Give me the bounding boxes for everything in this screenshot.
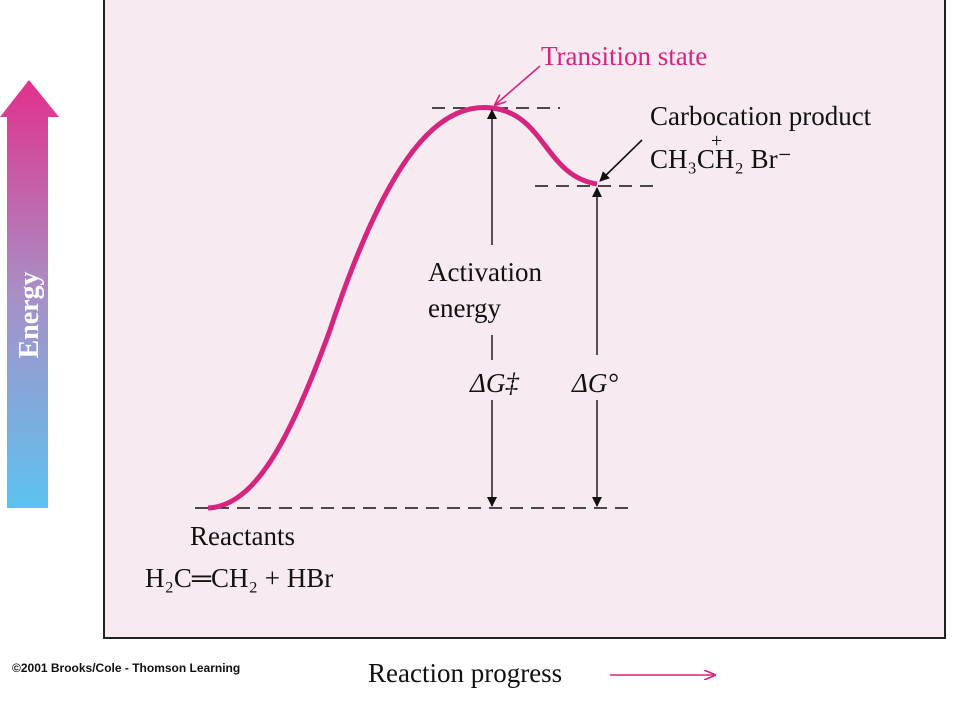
y-axis-label: Energy <box>14 271 45 358</box>
peak-label: Transition state <box>541 41 707 71</box>
reactants-formula: H₂C═CH₂ + HBr <box>145 563 333 593</box>
product-pointer <box>599 139 643 182</box>
free-energy-symbol: ΔG° <box>571 368 618 398</box>
energy-curve <box>207 104 598 511</box>
plot-frame <box>103 0 946 639</box>
reactants-label: Reactants <box>190 521 295 551</box>
peak-pointer <box>495 65 541 105</box>
product-formula: CH₃CH₂ Br⁻ <box>650 144 792 174</box>
activation-symbol: ΔG‡ <box>469 368 519 398</box>
x-axis-label: Reaction progress <box>368 658 562 688</box>
product-label: Carbocation product <box>650 101 872 131</box>
activation-label: energy <box>428 293 501 323</box>
credit: ©2001 Brooks/Cole - Thomson Learning <box>12 661 240 675</box>
product-charge: + <box>711 130 722 152</box>
energy-arrow <box>0 80 59 508</box>
activation-label: Activation <box>428 257 542 287</box>
